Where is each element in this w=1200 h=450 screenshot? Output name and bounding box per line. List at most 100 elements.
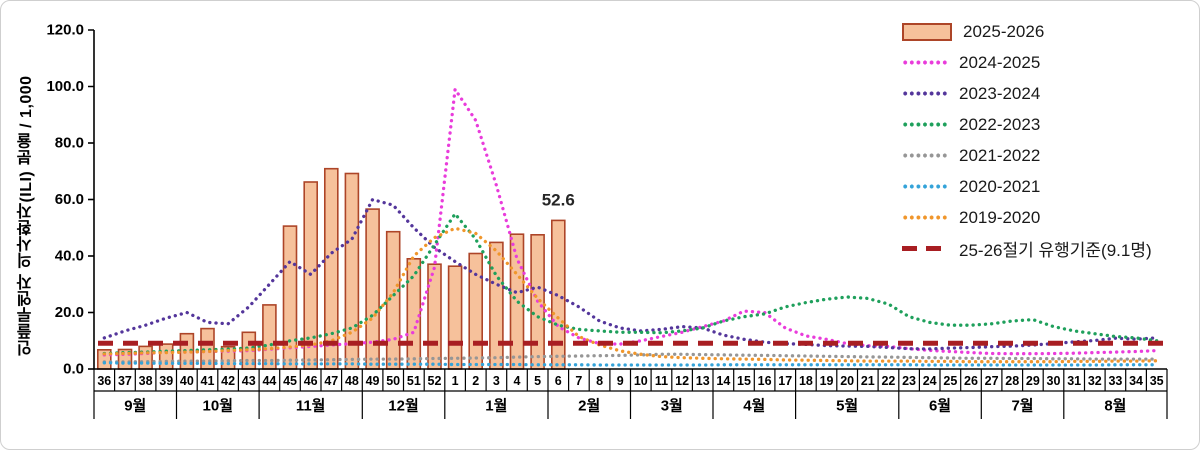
svg-text:50: 50 bbox=[386, 374, 400, 388]
line-2024-2025 bbox=[102, 84, 1159, 357]
svg-text:13: 13 bbox=[696, 374, 710, 388]
svg-text:20: 20 bbox=[840, 374, 854, 388]
svg-text:1: 1 bbox=[452, 374, 459, 388]
bar-week-6 bbox=[550, 219, 566, 370]
legend-label: 2025-2026 bbox=[963, 21, 1045, 41]
svg-text:21: 21 bbox=[861, 374, 875, 388]
legend-label: 2023-2024 bbox=[959, 83, 1041, 103]
bar-week-51 bbox=[406, 257, 422, 370]
svg-text:25: 25 bbox=[943, 374, 957, 388]
svg-text:14: 14 bbox=[716, 374, 730, 388]
svg-text:31: 31 bbox=[1067, 374, 1081, 388]
svg-text:12: 12 bbox=[675, 374, 689, 388]
svg-text:37: 37 bbox=[118, 374, 132, 388]
legend-label: 2024-2025 bbox=[959, 52, 1041, 72]
svg-text:9: 9 bbox=[617, 374, 624, 388]
bar-week-48 bbox=[344, 172, 360, 370]
legend-swatch bbox=[902, 22, 952, 41]
legend-swatch bbox=[902, 153, 948, 158]
line-2020-2021 bbox=[102, 361, 1159, 367]
line-2021-2022 bbox=[102, 352, 1159, 364]
svg-text:4: 4 bbox=[514, 374, 521, 388]
svg-text:6월: 6월 bbox=[929, 398, 951, 415]
svg-text:30: 30 bbox=[1047, 374, 1061, 388]
legend-item-2020-2021: 2020-2021 bbox=[902, 171, 1152, 202]
svg-text:3: 3 bbox=[493, 374, 500, 388]
svg-text:20.0: 20.0 bbox=[55, 304, 84, 321]
svg-text:10월: 10월 bbox=[203, 398, 234, 415]
legend-label: 2019-2020 bbox=[959, 207, 1041, 227]
svg-text:5월: 5월 bbox=[836, 398, 858, 415]
svg-text:10: 10 bbox=[634, 374, 648, 388]
svg-text:8: 8 bbox=[596, 374, 603, 388]
svg-text:6: 6 bbox=[555, 374, 562, 388]
y-axis-ticks: 0.0 20.0 40.0 60.0 80.0 100.0 120.0 bbox=[46, 22, 94, 378]
legend-item-2023-2024: 2023-2024 bbox=[902, 78, 1152, 109]
svg-text:24: 24 bbox=[923, 374, 937, 388]
legend-swatch bbox=[902, 246, 948, 251]
svg-text:27: 27 bbox=[985, 374, 999, 388]
svg-text:11월: 11월 bbox=[296, 398, 326, 415]
x-axis-week-labels: 36 37 38 39 40 41 42 43 44 45 46 47 48 49 50 51 52 1 2 3 4 5 6… bbox=[93, 369, 1168, 419]
svg-text:4월: 4월 bbox=[743, 398, 765, 415]
legend-swatch bbox=[902, 60, 948, 65]
svg-text:26: 26 bbox=[964, 374, 978, 388]
svg-text:8월: 8월 bbox=[1104, 398, 1126, 415]
legend-label: 25-26절기 유행기준(9.1명) bbox=[959, 241, 1152, 260]
legend-item-2019-2020: 2019-2020 bbox=[902, 202, 1152, 233]
svg-text:3월: 3월 bbox=[661, 398, 683, 415]
legend-swatch bbox=[902, 215, 948, 220]
svg-text:32: 32 bbox=[1088, 374, 1102, 388]
svg-text:46: 46 bbox=[304, 374, 318, 388]
legend-swatch bbox=[902, 122, 948, 127]
bar-week-3 bbox=[489, 241, 504, 370]
svg-text:39: 39 bbox=[159, 374, 173, 388]
svg-text:45: 45 bbox=[283, 374, 297, 388]
svg-text:40.0: 40.0 bbox=[55, 248, 84, 265]
legend-swatch bbox=[902, 91, 948, 96]
chart-legend: 2025-2026 2024-2025 2023-2024 2022-2023 2021… bbox=[902, 16, 1152, 264]
svg-text:17: 17 bbox=[778, 374, 792, 388]
svg-text:35: 35 bbox=[1150, 374, 1164, 388]
svg-text:2: 2 bbox=[472, 374, 479, 388]
svg-text:34: 34 bbox=[1129, 374, 1143, 388]
svg-text:49: 49 bbox=[366, 374, 380, 388]
legend-swatch bbox=[902, 184, 948, 189]
peak-annotation: 52.6 bbox=[542, 190, 575, 209]
bar-week-1 bbox=[447, 265, 463, 370]
legend-item-2021-2022: 2021-2022 bbox=[902, 140, 1152, 171]
legend-label: 2022-2023 bbox=[959, 114, 1041, 134]
legend-item-2025-2026: 2025-2026 bbox=[902, 16, 1152, 47]
bar-week-47 bbox=[323, 167, 339, 370]
line-2019-2020 bbox=[102, 226, 1159, 364]
svg-text:1월: 1월 bbox=[485, 398, 507, 415]
svg-text:2월: 2월 bbox=[578, 398, 600, 415]
svg-text:28: 28 bbox=[1005, 374, 1019, 388]
bar-week-39 bbox=[158, 343, 174, 370]
svg-text:33: 33 bbox=[1108, 374, 1122, 388]
svg-text:15: 15 bbox=[737, 374, 751, 388]
svg-text:5: 5 bbox=[534, 374, 541, 388]
svg-text:16: 16 bbox=[758, 374, 772, 388]
svg-text:40: 40 bbox=[180, 374, 194, 388]
svg-text:18: 18 bbox=[799, 374, 813, 388]
legend-item-25-26절기 유행기준(9.1명): 25-26절기 유행기준(9.1명) bbox=[902, 233, 1152, 264]
svg-text:100.0: 100.0 bbox=[46, 78, 84, 95]
svg-text:43: 43 bbox=[242, 374, 256, 388]
svg-text:44: 44 bbox=[262, 374, 276, 388]
svg-text:22: 22 bbox=[881, 374, 895, 388]
svg-text:36: 36 bbox=[97, 374, 111, 388]
svg-text:29: 29 bbox=[1026, 374, 1040, 388]
svg-text:9월: 9월 bbox=[124, 398, 146, 415]
svg-text:120.0: 120.0 bbox=[46, 22, 84, 39]
svg-text:19: 19 bbox=[820, 374, 834, 388]
legend-label: 2020-2021 bbox=[959, 176, 1041, 196]
svg-text:11: 11 bbox=[655, 374, 668, 388]
bar-week-38 bbox=[138, 345, 153, 370]
x-axis-month-labels: 9월 10월 11월 12월 1월 2월 3월 4월 5월 6월 7월 8월 bbox=[124, 398, 1126, 415]
svg-text:12월: 12월 bbox=[388, 398, 419, 415]
bar-series-2025-2026 bbox=[97, 167, 566, 370]
svg-text:7: 7 bbox=[575, 374, 582, 388]
svg-text:80.0: 80.0 bbox=[55, 135, 84, 152]
